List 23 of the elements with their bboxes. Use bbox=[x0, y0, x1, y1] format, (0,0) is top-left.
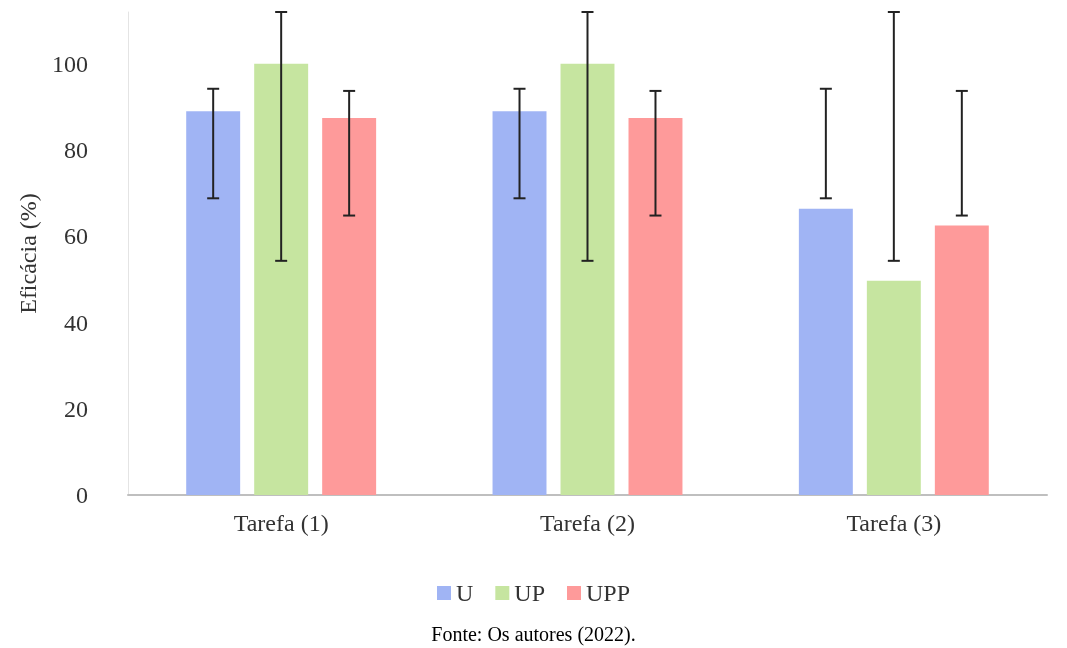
y-tick-label: 80 bbox=[64, 137, 88, 163]
y-tick-label: 20 bbox=[64, 395, 88, 422]
legend-label: UP bbox=[514, 580, 545, 606]
y-tick-label: 40 bbox=[64, 309, 88, 336]
bar bbox=[934, 225, 989, 495]
legend-label: U bbox=[455, 580, 474, 606]
bar bbox=[866, 280, 921, 495]
x-tick-label: Tarefa (2) bbox=[540, 510, 635, 536]
source-note: Fonte: Os autores (2022). bbox=[431, 623, 636, 646]
y-tick-label: 0 bbox=[76, 482, 88, 508]
y-tick-label: 60 bbox=[64, 223, 88, 250]
legend-label: UPP bbox=[585, 580, 631, 606]
x-tick-label: Tarefa (3) bbox=[846, 510, 942, 536]
bar bbox=[254, 63, 309, 495]
bar bbox=[492, 111, 547, 495]
bar bbox=[186, 111, 241, 495]
y-axis-title: Eficácia (%) bbox=[15, 193, 41, 314]
bar bbox=[798, 208, 853, 495]
y-tick-label: 100 bbox=[52, 50, 88, 77]
bar bbox=[628, 118, 683, 495]
x-tick-label: Tarefa (1) bbox=[233, 510, 329, 536]
bar bbox=[322, 118, 377, 495]
bar bbox=[560, 63, 615, 495]
